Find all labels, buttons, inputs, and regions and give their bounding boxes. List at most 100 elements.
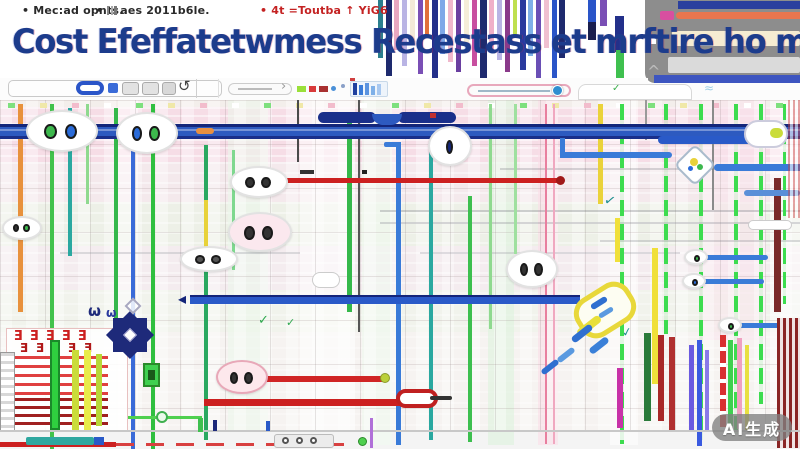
glitch-shape bbox=[620, 104, 624, 444]
barcode-bar bbox=[489, 0, 494, 52]
blob-face bbox=[180, 246, 238, 272]
glitch-glyph: ω bbox=[106, 306, 117, 320]
glitch-shape bbox=[745, 345, 749, 431]
pager-dot[interactable] bbox=[296, 437, 303, 444]
glitch-shape bbox=[213, 420, 217, 431]
barcode-bar bbox=[552, 0, 557, 90]
barcode-bar bbox=[505, 0, 510, 72]
glitch-shape bbox=[318, 112, 376, 123]
glitch-glyph: ✓ bbox=[286, 316, 296, 329]
blob-face bbox=[216, 360, 268, 394]
barcode-bar bbox=[394, 0, 399, 50]
glitch-shape bbox=[669, 337, 675, 431]
glitch-shape bbox=[588, 0, 596, 40]
glitch-shape bbox=[759, 104, 763, 404]
toolbar-button[interactable] bbox=[142, 82, 159, 95]
glitch-shape bbox=[788, 100, 800, 218]
tick-row bbox=[72, 103, 79, 108]
barcode-bar bbox=[418, 0, 423, 74]
toolbar-button[interactable] bbox=[122, 82, 139, 95]
blue-chip-button[interactable] bbox=[108, 83, 118, 93]
glitch-shape bbox=[664, 104, 668, 334]
barcode-bar bbox=[456, 0, 461, 72]
glitch-shape bbox=[714, 164, 800, 171]
toolbar-button[interactable] bbox=[162, 82, 176, 95]
blue-tool-button[interactable] bbox=[76, 81, 104, 95]
glitch-shape bbox=[500, 168, 800, 170]
chart-title: Cost Efeffatetwmess Recestass et mrftire… bbox=[12, 22, 800, 62]
tick-row bbox=[744, 103, 751, 108]
pager-panel bbox=[274, 434, 334, 448]
glitch-shape bbox=[204, 200, 208, 258]
glitch-shape bbox=[362, 100, 392, 445]
legend-label: aes 2011b6le. bbox=[120, 4, 210, 17]
glitch-shape bbox=[380, 373, 390, 383]
barcode-bar bbox=[480, 0, 487, 82]
glitch-shape bbox=[668, 57, 800, 73]
glitch-shape bbox=[690, 158, 698, 166]
glitch-shape bbox=[672, 31, 800, 46]
glitch-shape bbox=[783, 104, 786, 304]
tick-row bbox=[264, 103, 271, 108]
glitch-shape bbox=[720, 335, 726, 431]
blob-eye bbox=[244, 225, 256, 240]
blob-face bbox=[718, 317, 742, 333]
pager-dot[interactable] bbox=[282, 437, 289, 444]
glitch-glyph: ✓ bbox=[258, 313, 269, 328]
timeline-bar bbox=[0, 127, 800, 136]
glitch-shape bbox=[371, 86, 375, 95]
glitch-shape bbox=[398, 112, 456, 123]
blob-face bbox=[684, 249, 708, 265]
glitch-shape bbox=[616, 50, 624, 78]
glitch-shape bbox=[737, 338, 742, 429]
glitch-shape bbox=[384, 142, 400, 147]
pager-dot[interactable] bbox=[310, 437, 317, 444]
glitch-shape bbox=[645, 100, 647, 140]
blob-eye bbox=[728, 322, 734, 330]
tick-row bbox=[424, 103, 431, 108]
glitch-shape bbox=[377, 84, 381, 95]
glitch-shape bbox=[588, 22, 596, 40]
glitch-shape bbox=[600, 0, 607, 26]
legend-bullet: • bbox=[260, 4, 268, 17]
blob-eye bbox=[131, 126, 143, 142]
glitch-shape bbox=[748, 220, 792, 230]
blob-eye bbox=[446, 139, 454, 154]
glitch-shape bbox=[728, 340, 733, 426]
glitch-shape bbox=[372, 114, 402, 125]
glitch-shape bbox=[198, 418, 203, 432]
glitch-shape bbox=[60, 252, 300, 254]
glitch-shape bbox=[430, 113, 436, 118]
tick-row bbox=[328, 103, 335, 108]
legend-bullet: • bbox=[22, 4, 30, 17]
glitch-shape bbox=[478, 90, 550, 92]
glitch-shape bbox=[300, 100, 355, 430]
barcode-bar bbox=[378, 0, 383, 58]
glitch-shape bbox=[644, 333, 651, 421]
legend-label: 4t =Toutba ↑ YiG6 bbox=[271, 4, 388, 17]
blob-eye bbox=[23, 224, 30, 233]
glitch-glyph: E bbox=[36, 341, 45, 355]
glitch-shape bbox=[359, 85, 363, 95]
legend-item: • 4t =Toutba ↑ YiG6 bbox=[260, 4, 388, 17]
glitch-shape bbox=[617, 368, 623, 428]
glitch-shape bbox=[660, 11, 674, 20]
history-icon[interactable]: ↺ bbox=[178, 77, 191, 95]
panel-chevron-icon: ^ bbox=[647, 62, 661, 81]
tick-row bbox=[552, 103, 559, 108]
glitch-shape bbox=[560, 152, 672, 158]
glitch-shape bbox=[658, 335, 664, 421]
green-knob[interactable] bbox=[156, 411, 168, 423]
status-chip-green bbox=[297, 86, 306, 92]
chevron-right-icon[interactable]: › bbox=[281, 79, 287, 94]
glitch-shape bbox=[114, 108, 118, 346]
tick-row bbox=[776, 103, 783, 108]
blob-eye bbox=[519, 262, 529, 277]
tick-row bbox=[360, 103, 367, 108]
glitch-shape bbox=[420, 252, 680, 254]
tick-row bbox=[616, 103, 623, 108]
glitch-shape bbox=[341, 84, 345, 88]
slider-knob[interactable] bbox=[552, 85, 563, 96]
blob-eye bbox=[692, 278, 698, 286]
blob-eye bbox=[211, 255, 221, 264]
